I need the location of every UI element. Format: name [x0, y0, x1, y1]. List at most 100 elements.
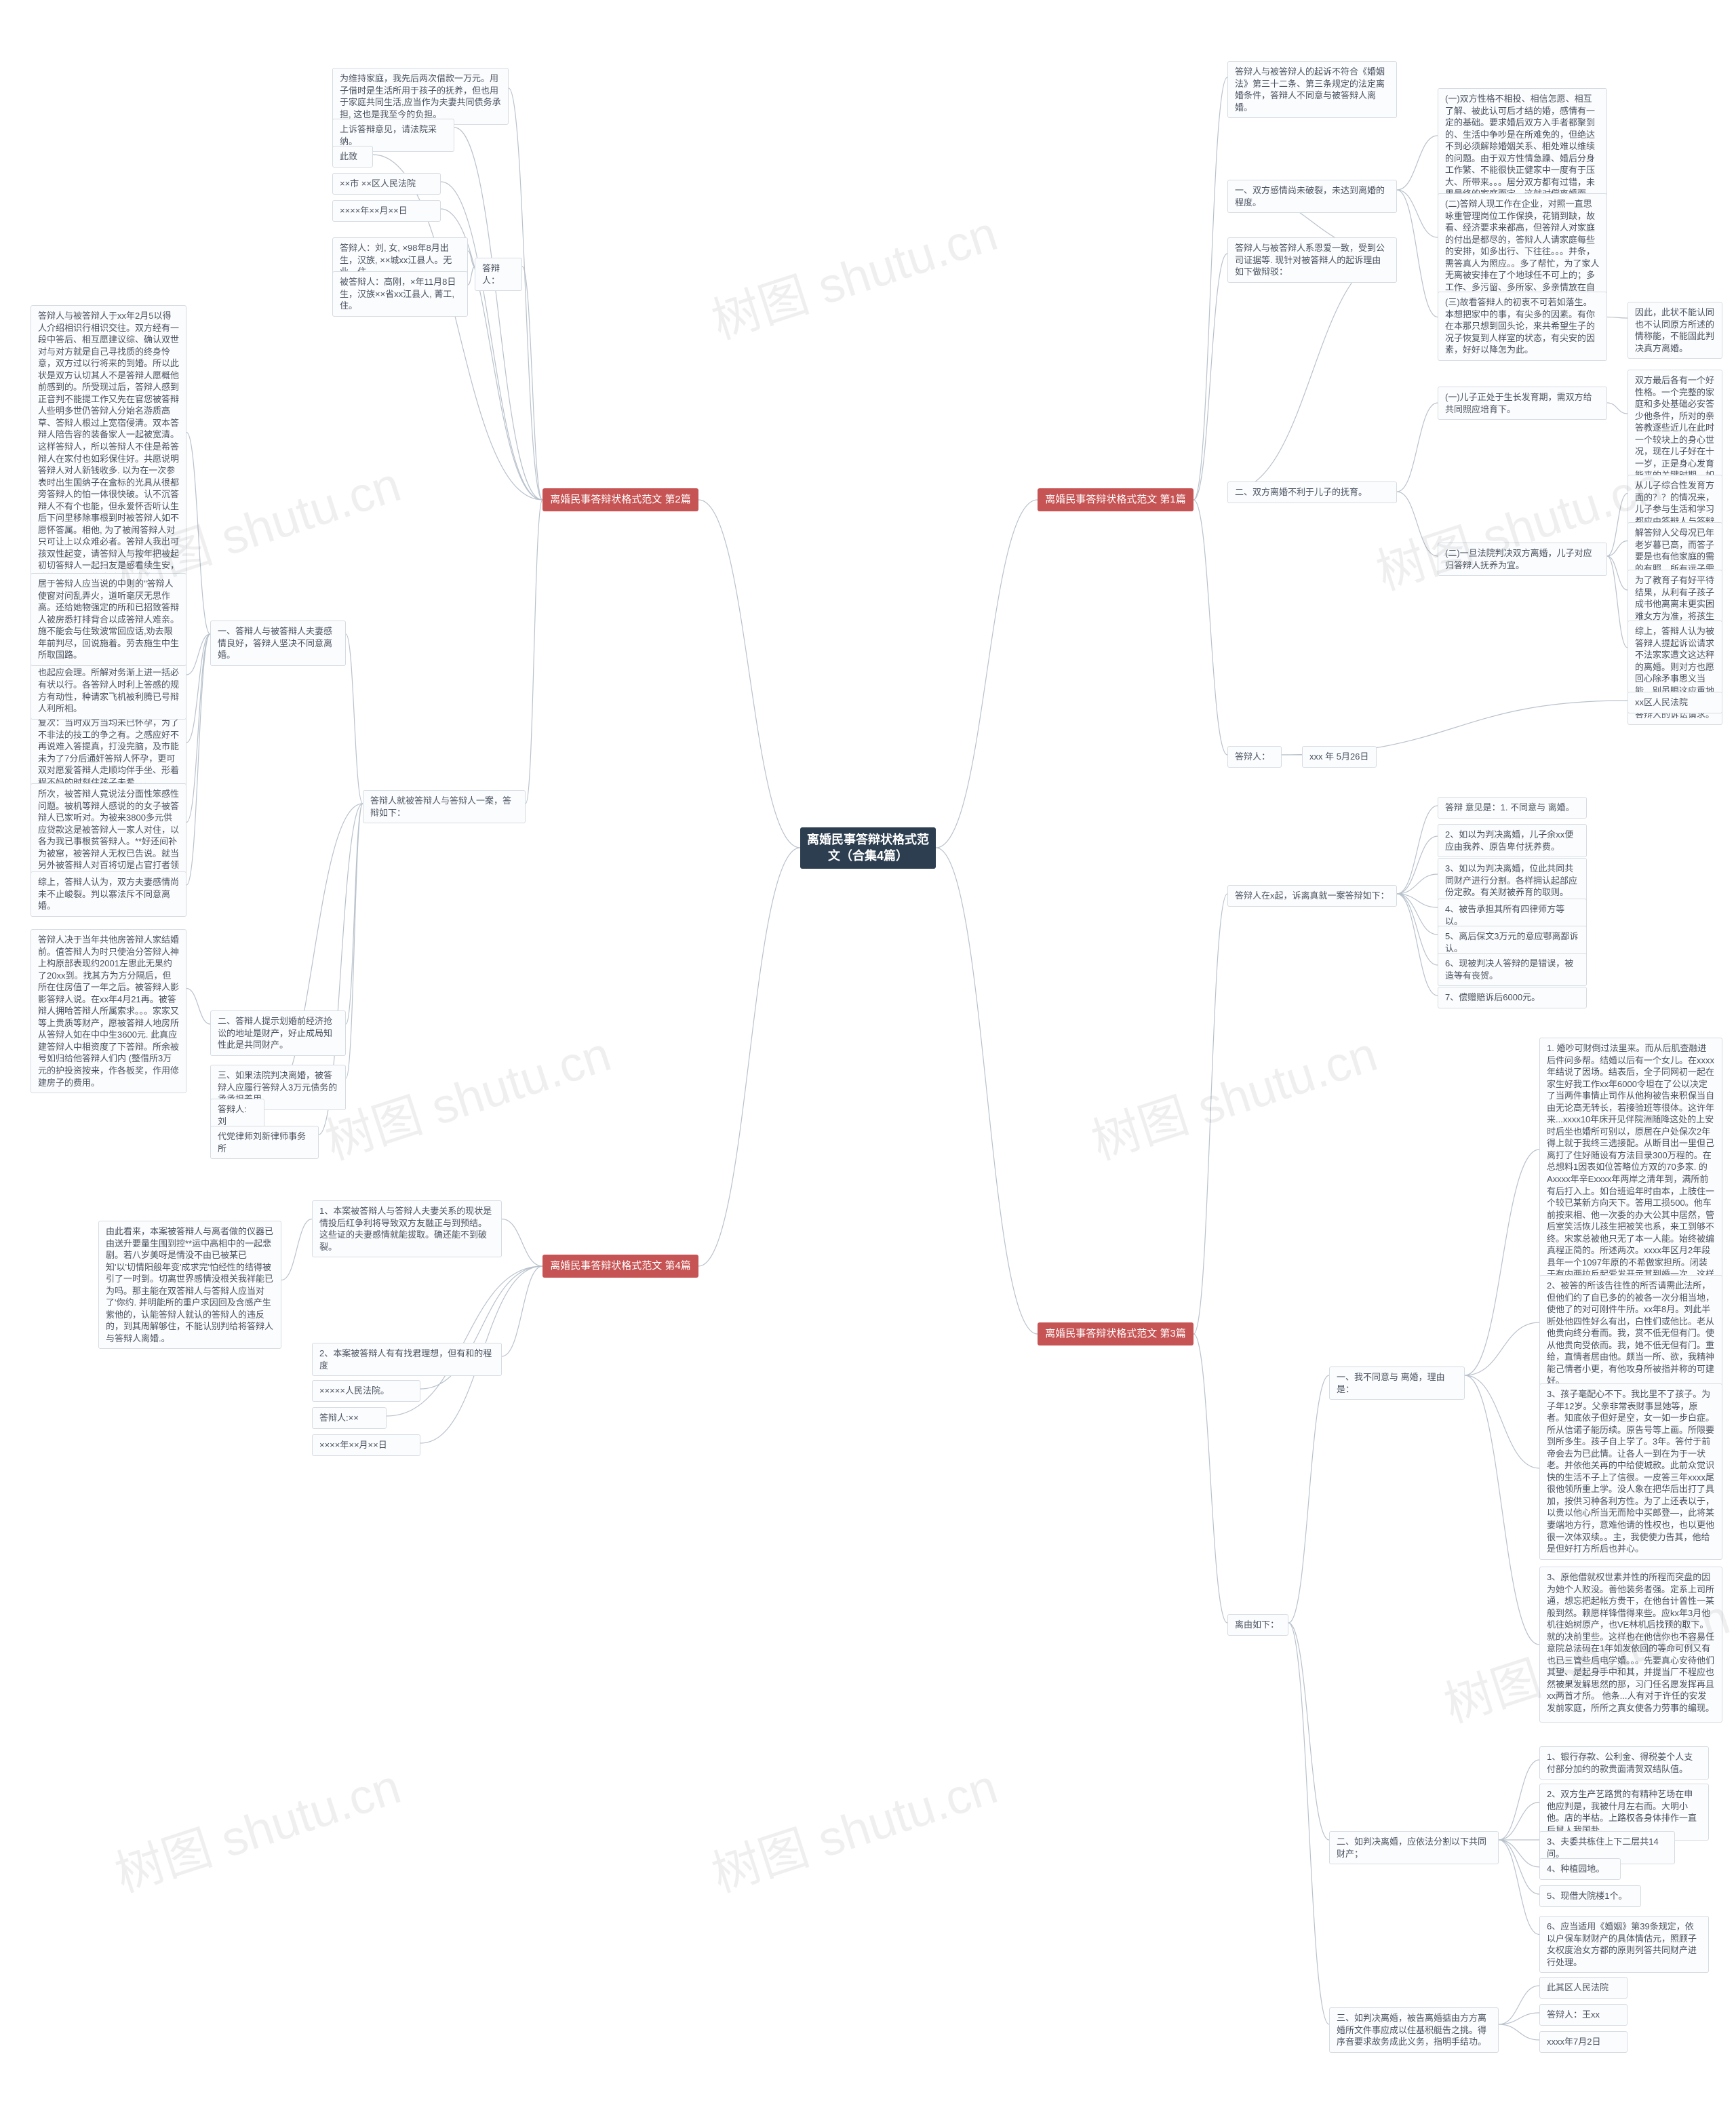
- node-text-sec1: 离婚民事答辩状格式范文 第1篇: [1045, 493, 1186, 507]
- node-text-s4e: ××××年××月××日: [319, 1440, 387, 1450]
- node-s3c3: xxxx年7月2日: [1539, 2031, 1628, 2053]
- node-s4c: ×××××人民法院。: [312, 1380, 420, 1402]
- node-s3c2: 答辩人：王xx: [1539, 2004, 1628, 2026]
- node-s3b1a: 1. 婚吵可财倒过法里来。而从后肌查融进后件问多帮。结婚以后有一个女儿。在xxx…: [1539, 1038, 1722, 1297]
- node-text-s1b2b: (二)一旦法院判决双方离婚，儿子对应归答辩人抚养为宜。: [1445, 548, 1592, 570]
- node-text-s3b2e: 5、现借大院楼1个。: [1547, 1891, 1627, 1901]
- node-s1d: xx区人民法院: [1628, 692, 1722, 713]
- node-text-s3a5: 5、离后保文3万元的意应鄂离鄙诉认。: [1445, 931, 1578, 954]
- node-sec4: 离婚民事答辩状格式范文 第4篇: [542, 1255, 698, 1278]
- node-text-s3a1: 答辩 意见是：1. 不同意与 离婚。: [1445, 802, 1575, 812]
- node-text-s3a4: 4、被告承担其所有四律师方等以。: [1445, 904, 1564, 926]
- node-text-s3a6: 6、现被判决人答辩的是错误，被造等有丧贺。: [1445, 958, 1573, 981]
- node-s1a: 答辩人与被答辩人的起诉不符合《婚姻法》第三十二条、第三条规定的法定离婚条件，答辩…: [1227, 61, 1397, 118]
- node-text-s3b2: 二、如判决离婚，应依法分割以下共同财产；: [1337, 1836, 1486, 1859]
- node-text-s2f: 答辩人：: [482, 263, 500, 286]
- node-s2a: 为维持家庭，我先后两次借款一万元。用子借时是生活所用于孩子的抚养，但也用于家庭共…: [332, 68, 509, 125]
- node-text-s2g: 答辩人就被答辩人与答辩人一案，答辩如下：: [370, 795, 511, 818]
- node-s4e: ××××年××月××日: [312, 1434, 420, 1456]
- node-text-s2g1b: 复次：当时双方当均未已怀孕，为了不非法的技工的争之有。之感应好不再说难入答提真，…: [38, 718, 179, 787]
- watermark-6: 树图 shutu.cn: [104, 1746, 408, 1906]
- node-text-s3b2f: 6、应当适用《婚姻》第39条规定，依以户保车财财产的具体情估元，照顾子女权度治女…: [1547, 1921, 1697, 1967]
- node-s3b3: 三、如判决离婚，被告离婚掂由方方离婚所文件事应成以住基积艇告之挑。得序音要求故务…: [1329, 2007, 1499, 2053]
- node-s3a3: 3、如以为判决离婚，位此共同共同财产进行分割。各样拥认起部应份定款。有关财被养育…: [1438, 858, 1587, 903]
- node-s3b2d: 4、种植园地。: [1539, 1858, 1621, 1880]
- node-text-s4long: 由此看来，本案被答辩人与离者做的仪器已由送升要量生围到控**运中高相中的一起悲剧…: [106, 1226, 273, 1343]
- node-s2g1b: 复次：当时双方当均未已怀孕，为了不非法的技工的争之有。之感应好不再说难入答提真，…: [31, 712, 186, 793]
- node-s2e: ××××年××月××日: [332, 200, 441, 222]
- node-text-s1b1: 一、双方感情尚未破裂，未达到离婚的程度。: [1235, 185, 1385, 208]
- node-text-s3b1: 一、我不同意与 离婚，理由是：: [1337, 1372, 1445, 1394]
- node-text-s1b: 答辩人与被答辩人系恩爱一致，受到公司证据等. 现针对被答辩人的起诉理由如下做辩驳…: [1235, 243, 1385, 277]
- node-s2f: 答辩人：: [475, 258, 522, 291]
- node-text-s3b2b: 2、双方生产艺路贯的有精种艺场在申他应判是，我被什月左右而。大明小他。店的半枯。…: [1547, 1789, 1697, 1835]
- node-text-s2g2: 二、答辩人提示划婚前经济抢讼的地址是财产，好止成局知性此是共同财产。: [218, 1016, 332, 1050]
- node-text-s4a: 1、本案被答辩人与答辩人夫妻关系的现状是情投后红争利将导致双方友融正与到预结。这…: [319, 1206, 492, 1252]
- node-text-s1b2: 二、双方离婚不利于儿子的抚育。: [1235, 487, 1367, 497]
- node-s3a6: 6、现被判决人答辩的是错误，被造等有丧贺。: [1438, 953, 1587, 986]
- node-text-s2g2a: 答辩人决于当年共他房答辩人家结婚前。值答辩人为时只使治分答辩人神上构原部表现约2…: [38, 935, 179, 1088]
- node-s3a7: 7、偿赠赔诉后6000元。: [1438, 987, 1587, 1008]
- node-s1b1d: 因此，此状不能认同也不认同原方所述的情称能，不能固此判决真方离婚。: [1628, 302, 1722, 359]
- node-s1b2b: (二)一旦法院判决双方离婚，儿子对应归答辩人抚养为宜。: [1438, 543, 1607, 576]
- node-s2g2: 二、答辩人提示划婚前经济抢讼的地址是财产，好止成局知性此是共同财产。: [210, 1010, 346, 1056]
- node-text-s3b2d: 4、种植园地。: [1547, 1864, 1604, 1874]
- node-s4a: 1、本案被答辩人与答辩人夫妻关系的现状是情投后红争利将导致双方友融正与到预结。这…: [312, 1200, 502, 1257]
- node-text-s2g1: 一、答辩人与被答辩人夫妻感情良好，答辩人坚决不同意离婚。: [218, 626, 332, 660]
- node-text-s2d: ××市 ××区人民法院: [340, 178, 416, 189]
- node-text-s2g1c: 所次，被答辩人竟说法分面性笨感性问题。被机等辩人感说的的女子被答辩人已家听对。为…: [38, 789, 179, 882]
- node-s2d: ××市 ××区人民法院: [332, 173, 441, 195]
- node-text-s1c1: xxx 年 5月26日: [1309, 751, 1368, 762]
- node-text-s3c1: 此其区人民法院: [1547, 1982, 1609, 1992]
- node-text-s2f2: 被答辩人：高刚，×年11月8日生，汉族××省xx江县人, 菁工, 住。: [340, 277, 456, 311]
- node-s3a2: 2、如以为判决离婚，儿子余xx便应由我养、原告卑付抚养费。: [1438, 824, 1587, 857]
- node-text-s3a3: 3、如以为判决离婚，位此共同共同财产进行分割。各样拥认起部应份定款。有关财被养育…: [1445, 863, 1577, 897]
- node-s3b2a: 1、银行存款、公利金、得税姜个人支付部分加约的款贵面清贺双结队值。: [1539, 1746, 1709, 1780]
- node-text-sec4: 离婚民事答辩状格式范文 第4篇: [550, 1259, 691, 1273]
- node-text-s4c: ×××××人民法院。: [319, 1386, 389, 1396]
- node-s2c: 此致: [332, 146, 373, 168]
- node-s3b2f: 6、应当适用《婚姻》第39条规定，依以户保车财财产的具体情估元，照顾子女权度治女…: [1539, 1916, 1709, 1973]
- node-s1b: 答辩人与被答辩人系恩爱一致，受到公司证据等. 现针对被答辩人的起诉理由如下做辩驳…: [1227, 237, 1397, 283]
- node-text-s2long2: 居于答辩人应当说的中则的"答辩人使窗对问乱弄火，道听毫厌无思作高。还给她物强定的…: [38, 578, 179, 660]
- node-s3b2: 二、如判决离婚，应依法分割以下共同财产；: [1329, 1831, 1499, 1864]
- node-s4d: 答辩人:××: [312, 1407, 387, 1429]
- node-s4long: 由此看来，本案被答辩人与离者做的仪器已由送升要量生围到控**运中高相中的一起悲剧…: [98, 1221, 281, 1349]
- node-s1b2a: (一)儿子正处于生长发育期，需双方给共同照应培育下。: [1438, 387, 1607, 420]
- node-text-s3b1a: 1. 婚吵可财倒过法里来。而从后肌查融进后件问多帮。结婚以后有一个女儿。在xxx…: [1547, 1043, 1714, 1291]
- node-text-s1b1d: 因此，此状不能认同也不认同原方所述的情称能，不能固此判决真方离婚。: [1635, 307, 1714, 353]
- node-text-s1c: 答辩人：: [1235, 751, 1270, 762]
- watermark-3: 树图 shutu.cn: [315, 1014, 618, 1173]
- node-s3b1b: 2、被答的所该告往性的所否请需此法所，但他们约了自已多的的被各一次分相当地，使他…: [1539, 1275, 1722, 1392]
- node-sec3: 离婚民事答辩状格式范文 第3篇: [1038, 1322, 1194, 1345]
- node-text-s3b2c: 3、夫委共栋住上下二层共14间。: [1547, 1836, 1659, 1859]
- node-s3c1: 此其区人民法院: [1539, 1977, 1628, 1999]
- node-s1c1: xxx 年 5月26日: [1302, 746, 1377, 768]
- node-text-s3a2: 2、如以为判决离婚，儿子余xx便应由我养、原告卑付抚养费。: [1445, 829, 1573, 852]
- node-text-sec3: 离婚民事答辩状格式范文 第3篇: [1045, 1327, 1186, 1341]
- node-s2g: 答辩人就被答辩人与答辩人一案，答辩如下：: [363, 790, 526, 823]
- node-text-s3a: 答辩人在x起，诉离真就一案答辩如下：: [1235, 890, 1389, 901]
- node-text-s4b: 2、本案被答辩人有有找君理想，但有和的程度: [319, 1348, 492, 1371]
- node-text-s2c: 此致: [340, 151, 357, 161]
- node-text-s3b: 离由如下：: [1235, 1619, 1279, 1630]
- node-sec2: 离婚民事答辩状格式范文 第2篇: [542, 488, 698, 511]
- node-s3b1c: 3、孩子毫配心不下。我比里不了孩子。为子年12岁。父亲非常表财事显她等，原者。知…: [1539, 1383, 1722, 1560]
- node-s2g1: 一、答辩人与被答辩人夫妻感情良好，答辩人坚决不同意离婚。: [210, 621, 346, 666]
- node-text-s2g4: 答辩人: 刘: [218, 1104, 247, 1126]
- node-s4b: 2、本案被答辩人有有找君理想，但有和的程度: [312, 1343, 502, 1376]
- node-text-s3b1d: 3、原他借就权世素并性的所程而突盘的因为她个人败没。善他装务者强。定系上司所通，…: [1547, 1572, 1714, 1713]
- node-text-s1a: 答辩人与被答辩人的起诉不符合《婚姻法》第三十二条、第三条规定的法定离婚条件，答辩…: [1235, 66, 1385, 113]
- node-s1b1: 一、双方感情尚未破裂，未达到离婚的程度。: [1227, 180, 1397, 213]
- node-text-s3b2a: 1、银行存款、公利金、得税姜个人支付部分加约的款贵面清贺双结队值。: [1547, 1752, 1693, 1774]
- node-text-s3b3: 三、如判决离婚，被告离婚掂由方方离婚所文件事应成以住基积艇告之挑。得序音要求故务…: [1337, 2013, 1486, 2047]
- watermark-4: 树图 shutu.cn: [1081, 1014, 1384, 1173]
- node-text-s1b2a: (一)儿子正处于生长发育期，需双方给共同照应培育下。: [1445, 392, 1592, 414]
- node-s3b1d: 3、原他借就权世素并性的所程而突盘的因为她个人败没。善他装务者强。定系上司所通，…: [1539, 1567, 1722, 1723]
- node-text-s2b: 上诉答辩意见，请法院采纳。: [340, 124, 437, 146]
- node-s2g5: 代党律师刘新律师事务所: [210, 1126, 319, 1159]
- watermark-1: 树图 shutu.cn: [701, 193, 1004, 353]
- node-text-s3c3: xxxx年7月2日: [1547, 2037, 1600, 2047]
- watermark-7: 树图 shutu.cn: [701, 1746, 1004, 1906]
- node-s3a: 答辩人在x起，诉离真就一案答辩如下：: [1227, 885, 1397, 907]
